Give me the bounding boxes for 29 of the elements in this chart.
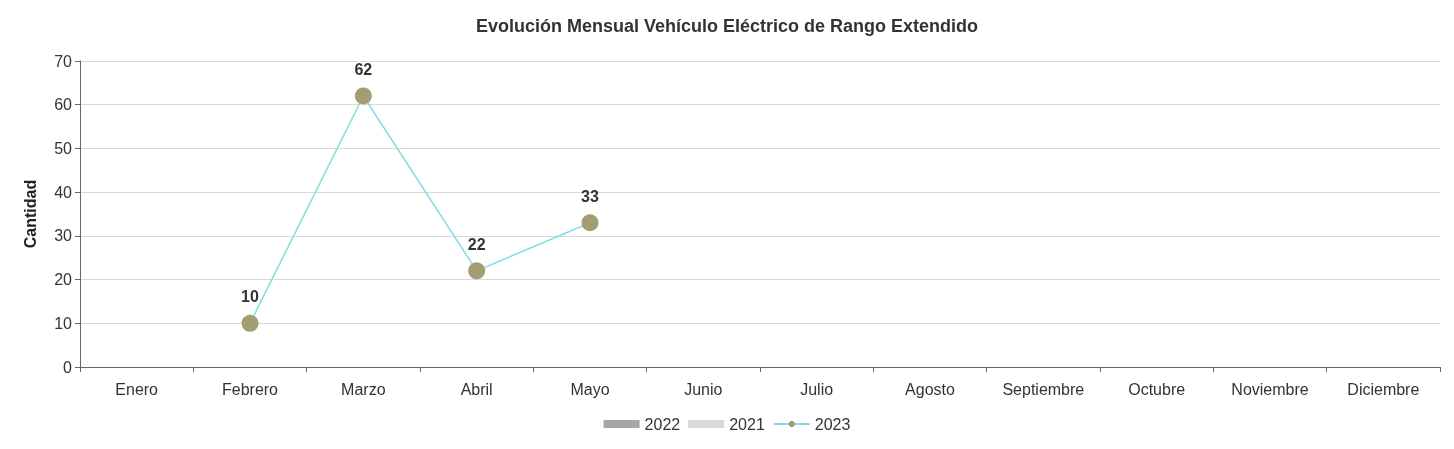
x-tick-label: Septiembre [1002, 380, 1085, 398]
y-tick-label: 50 [54, 139, 73, 157]
y-tick-label: 70 [54, 52, 73, 70]
y-tick-label: 20 [54, 271, 73, 289]
x-tick-label: Enero [115, 380, 159, 398]
y-tick-label: 10 [54, 314, 73, 332]
chart-title: Evolución Mensual Vehículo Eléctrico de Rango Extendido [475, 16, 979, 36]
x-tick-label: Febrero [221, 380, 279, 398]
data-label: 10 [241, 288, 259, 306]
y-tick-label: 40 [54, 183, 73, 201]
y-axis-title: Cantidad [21, 179, 39, 249]
legend-label: 2023 [814, 415, 851, 433]
x-tick-label: Mayo [570, 380, 610, 398]
legend-label: 2021 [729, 415, 765, 433]
x-tick-label: Julio [800, 380, 834, 398]
y-tick-label: 60 [54, 96, 73, 114]
data-label: 22 [467, 235, 486, 253]
legend-label: 2022 [644, 415, 681, 433]
x-tick-label: Noviembre [1231, 380, 1309, 398]
y-tick-label: 0 [63, 358, 73, 376]
x-tick-label: Octubre [1128, 380, 1186, 398]
x-tick-label: Abril [460, 380, 493, 398]
x-tick-label: Junio [684, 380, 723, 398]
data-label: 33 [581, 187, 599, 205]
x-tick-label: Diciembre [1347, 380, 1420, 398]
x-tick-label: Agosto [905, 380, 956, 398]
data-label: 62 [354, 60, 373, 78]
x-tick-label: Marzo [341, 380, 386, 398]
y-tick-label: 30 [54, 227, 73, 245]
